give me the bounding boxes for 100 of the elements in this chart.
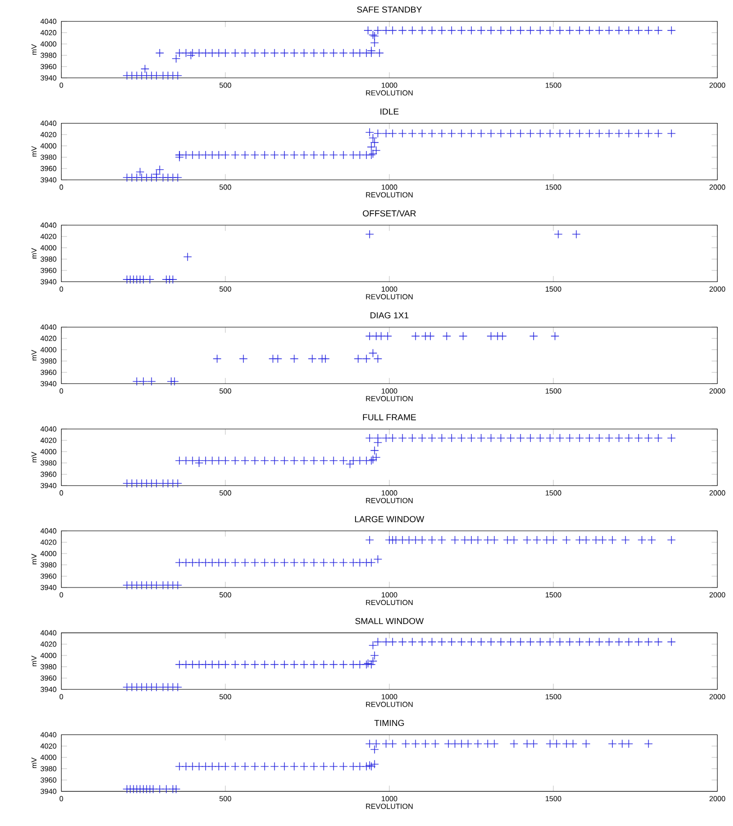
point xyxy=(174,558,184,567)
point xyxy=(486,129,496,138)
point xyxy=(506,129,515,138)
point xyxy=(418,129,426,138)
point xyxy=(338,762,348,771)
point xyxy=(388,739,397,748)
point xyxy=(373,129,382,138)
point xyxy=(280,762,289,771)
point xyxy=(516,638,525,646)
point xyxy=(270,660,279,669)
point xyxy=(437,129,446,138)
point xyxy=(329,660,338,669)
point xyxy=(355,762,364,771)
point xyxy=(644,739,653,748)
point xyxy=(382,129,390,138)
point xyxy=(348,150,358,160)
point xyxy=(230,150,240,160)
point xyxy=(319,48,328,58)
point xyxy=(214,762,223,771)
point xyxy=(536,26,544,35)
point xyxy=(621,536,630,544)
point xyxy=(260,660,269,669)
point xyxy=(280,660,289,669)
point xyxy=(575,536,584,544)
point xyxy=(240,48,250,58)
chart-title: SAFE STANDBY xyxy=(356,6,422,13)
point xyxy=(319,762,328,771)
point xyxy=(401,739,410,748)
point xyxy=(506,434,515,442)
point xyxy=(280,558,289,567)
point xyxy=(170,377,179,386)
point xyxy=(644,434,653,442)
point xyxy=(338,48,348,58)
point xyxy=(624,739,633,748)
point xyxy=(373,554,382,564)
point xyxy=(496,434,506,442)
point xyxy=(408,129,416,138)
point xyxy=(483,739,492,748)
point xyxy=(490,536,498,544)
chart-title: DIAG 1X1 xyxy=(370,312,408,318)
point xyxy=(594,26,604,35)
point xyxy=(608,536,617,544)
point xyxy=(188,456,197,466)
point xyxy=(418,536,426,544)
point xyxy=(188,150,197,160)
point xyxy=(516,129,525,138)
point xyxy=(214,48,223,58)
point xyxy=(624,434,633,442)
point xyxy=(388,26,397,35)
point xyxy=(536,434,544,442)
point xyxy=(181,456,190,466)
point xyxy=(329,762,338,771)
point xyxy=(181,660,190,669)
point xyxy=(584,26,594,35)
point xyxy=(300,558,308,567)
point xyxy=(201,660,210,669)
point xyxy=(147,377,156,386)
point xyxy=(309,150,318,160)
point xyxy=(270,456,279,466)
point xyxy=(240,456,250,466)
point xyxy=(220,762,230,771)
point xyxy=(522,739,532,748)
point xyxy=(442,332,451,340)
point xyxy=(366,456,376,466)
point xyxy=(375,48,384,58)
point xyxy=(565,434,574,442)
point xyxy=(555,129,564,138)
chart-title: IDLE xyxy=(380,108,398,115)
point xyxy=(152,682,161,692)
point xyxy=(194,150,204,160)
point xyxy=(183,252,192,262)
point xyxy=(654,638,662,646)
point xyxy=(430,739,440,748)
point xyxy=(220,660,230,669)
point xyxy=(591,536,600,544)
point xyxy=(329,456,338,466)
point xyxy=(476,638,486,646)
point xyxy=(174,48,184,58)
point xyxy=(319,456,328,466)
point xyxy=(594,129,604,138)
point xyxy=(155,48,164,58)
point xyxy=(329,558,338,567)
point xyxy=(458,332,468,340)
point xyxy=(370,651,379,660)
point xyxy=(280,150,289,160)
point xyxy=(208,660,216,669)
point xyxy=(427,26,436,35)
point xyxy=(214,660,223,669)
point xyxy=(418,434,426,442)
point xyxy=(290,762,298,771)
point xyxy=(260,762,269,771)
point xyxy=(250,150,260,160)
point xyxy=(447,129,456,138)
point xyxy=(644,129,653,138)
point xyxy=(460,536,469,544)
point xyxy=(418,638,426,646)
point xyxy=(132,377,141,386)
point xyxy=(172,784,180,794)
point xyxy=(598,536,607,544)
point xyxy=(260,558,269,567)
